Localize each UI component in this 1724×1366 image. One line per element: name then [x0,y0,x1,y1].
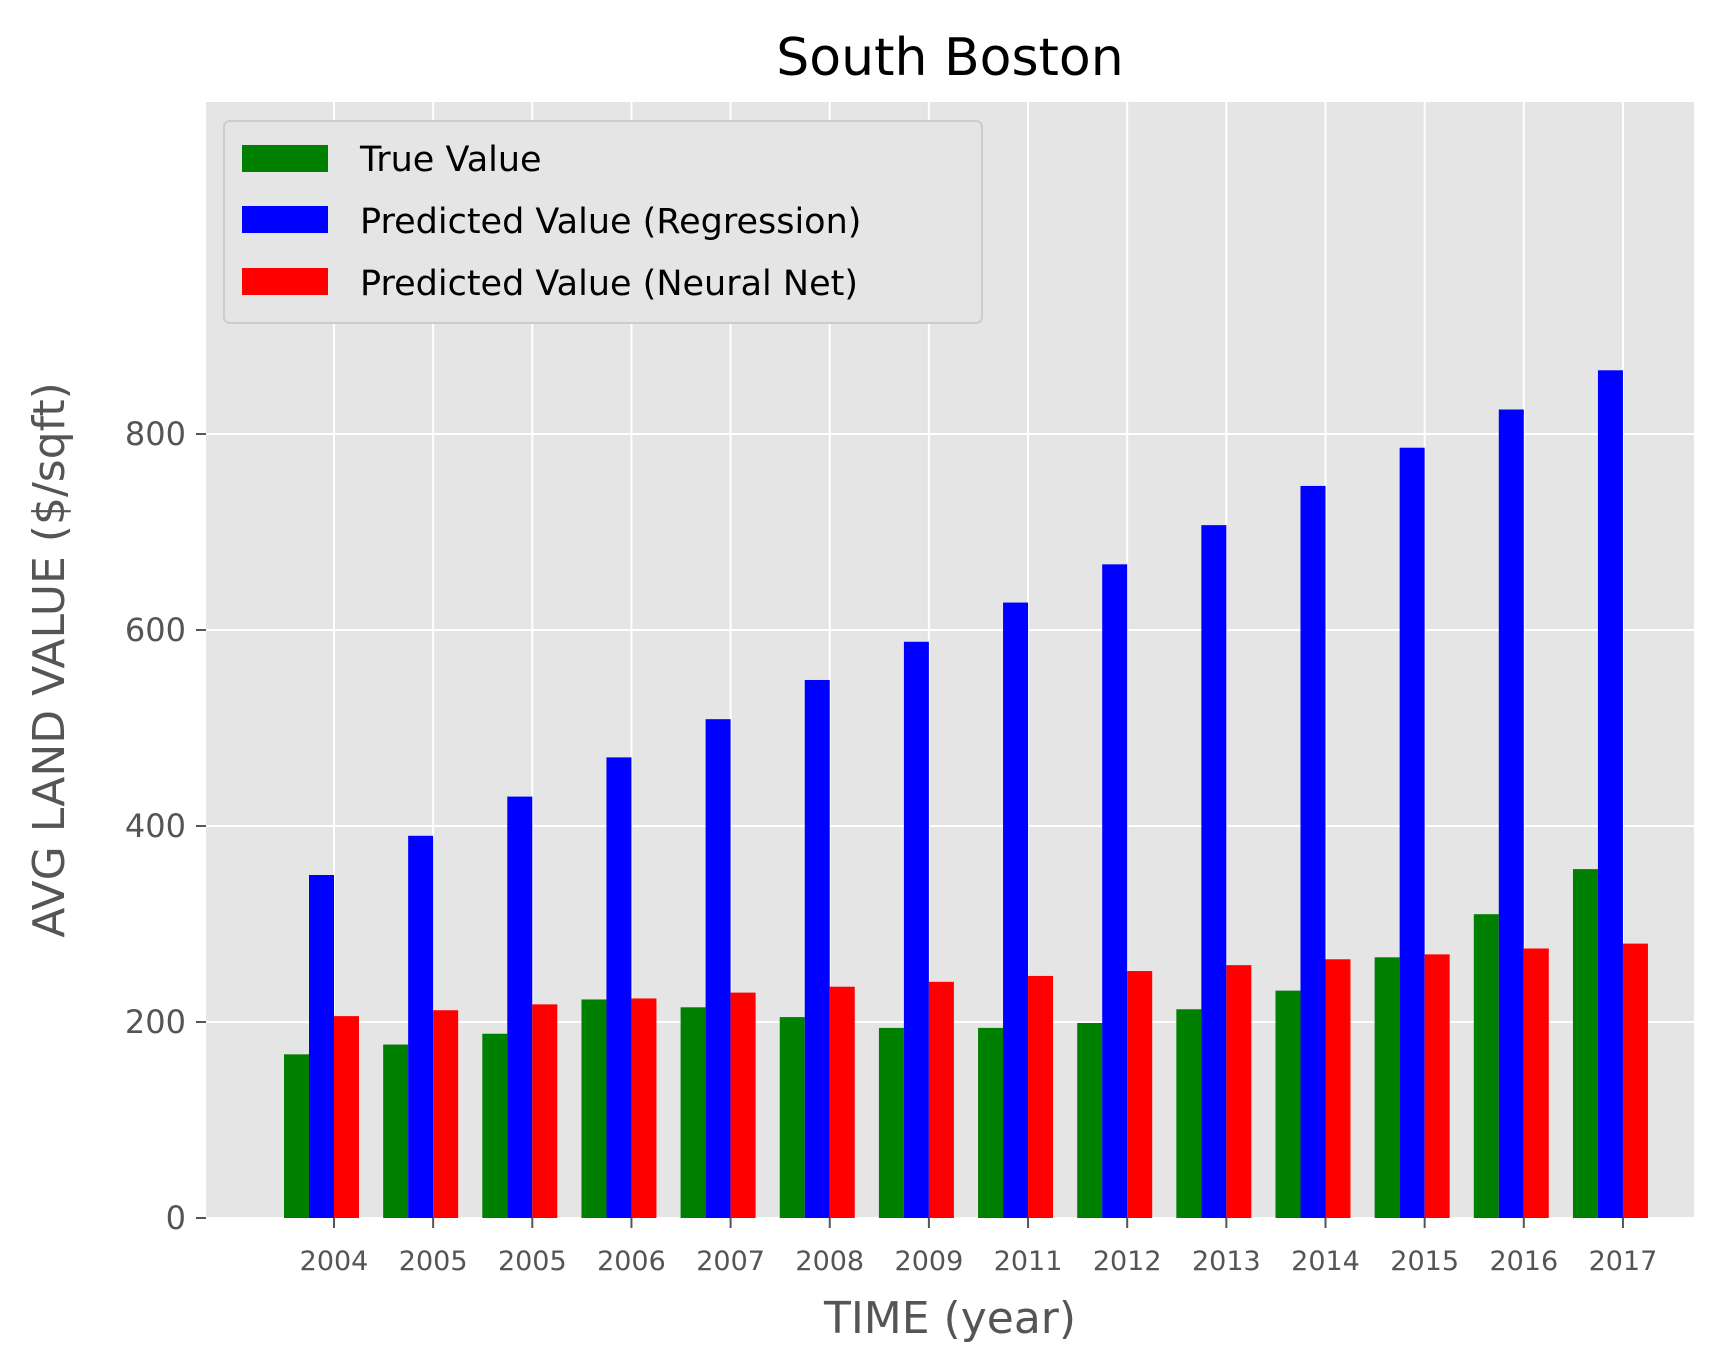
x-axis-label: TIME (year) [823,1293,1076,1344]
x-tick-label: 2011 [994,1246,1063,1277]
y-tick-label: 400 [125,807,186,845]
bar-neural-net [1523,948,1549,1218]
y-tick-label: 200 [125,1003,186,1041]
bar-regression [1597,370,1623,1218]
y-tick-label: 800 [125,415,186,453]
x-tick-label: 2016 [1489,1246,1558,1277]
bar-true-value [680,1007,706,1218]
x-tick-label: 2005 [498,1246,567,1277]
x-tick-label: 2006 [597,1246,666,1277]
bar-true-value [581,999,607,1218]
legend: True Value Predicted Value (Regression) … [223,120,983,324]
x-tick-label: 2009 [895,1246,964,1277]
bar-true-value [482,1033,508,1218]
legend-swatch-neural-net [242,268,328,295]
bar-true-value [978,1027,1004,1218]
legend-swatch-true-value [242,145,328,172]
x-tick-label: 2015 [1390,1246,1459,1277]
bar-neural-net [334,1016,359,1218]
bar-true-value [1176,1009,1202,1218]
x-tick-label: 2008 [795,1246,864,1277]
bar-regression [408,835,434,1218]
bar-neural-net [928,981,954,1218]
bars [284,370,1648,1219]
bar-neural-net [829,986,855,1218]
x-tick-label: 2013 [1192,1246,1261,1277]
x-tick-label: 2005 [399,1246,468,1277]
bar-regression [1003,602,1029,1218]
bar-regression [309,875,334,1218]
x-tick-label: 2007 [696,1246,765,1277]
x-tick-label: 2014 [1291,1246,1360,1277]
bar-regression [1300,485,1326,1218]
ticks: 0 200 400 600 800 2004 2005 2005 2006 2007 2008 200… [125,415,1657,1277]
bar-true-value [1374,957,1400,1218]
legend-box [223,120,983,324]
bar-true-value [1473,914,1499,1218]
bar-regression [606,757,632,1218]
bar-neural-net [532,1004,558,1218]
legend-swatch-regression [242,206,328,233]
bar-true-value [1077,1022,1103,1218]
bar-true-value [878,1027,904,1218]
bar-true-value [284,1054,309,1218]
bar-true-value [1572,869,1598,1218]
legend-label-regression: Predicted Value (Regression) [360,202,861,242]
x-tick-label: 2012 [1093,1246,1162,1277]
bar-neural-net [631,998,657,1218]
bar-regression [507,796,533,1218]
x-tick-label: 2004 [300,1246,369,1277]
chart-title: South Boston [776,28,1123,88]
bar-regression [1498,409,1524,1218]
bar-true-value [383,1044,409,1218]
y-tick-label: 600 [125,611,186,649]
bar-true-value [779,1017,805,1218]
x-tick-label: 2017 [1589,1246,1658,1277]
bar-neural-net [1325,959,1351,1218]
bar-regression [1201,525,1227,1218]
bar-regression [903,641,929,1218]
bar-regression [705,719,731,1218]
bar-regression [1399,447,1425,1219]
bar-neural-net [1226,965,1252,1218]
y-tick-label: 0 [166,1199,186,1237]
bar-neural-net [1028,975,1054,1218]
bar-neural-net [433,1010,459,1218]
bar-regression [1102,564,1128,1218]
bar-neural-net [1622,943,1648,1218]
legend-label-neural-net: Predicted Value (Neural Net) [360,264,858,304]
bar-neural-net [730,992,756,1218]
legend-label-true-value: True Value [359,140,542,180]
bar-regression [804,679,830,1218]
bar-true-value [1275,990,1301,1218]
y-axis-label: AVG LAND VALUE ($/sqft) [24,382,75,938]
bar-neural-net [1127,971,1153,1218]
bar-neural-net [1424,954,1450,1218]
